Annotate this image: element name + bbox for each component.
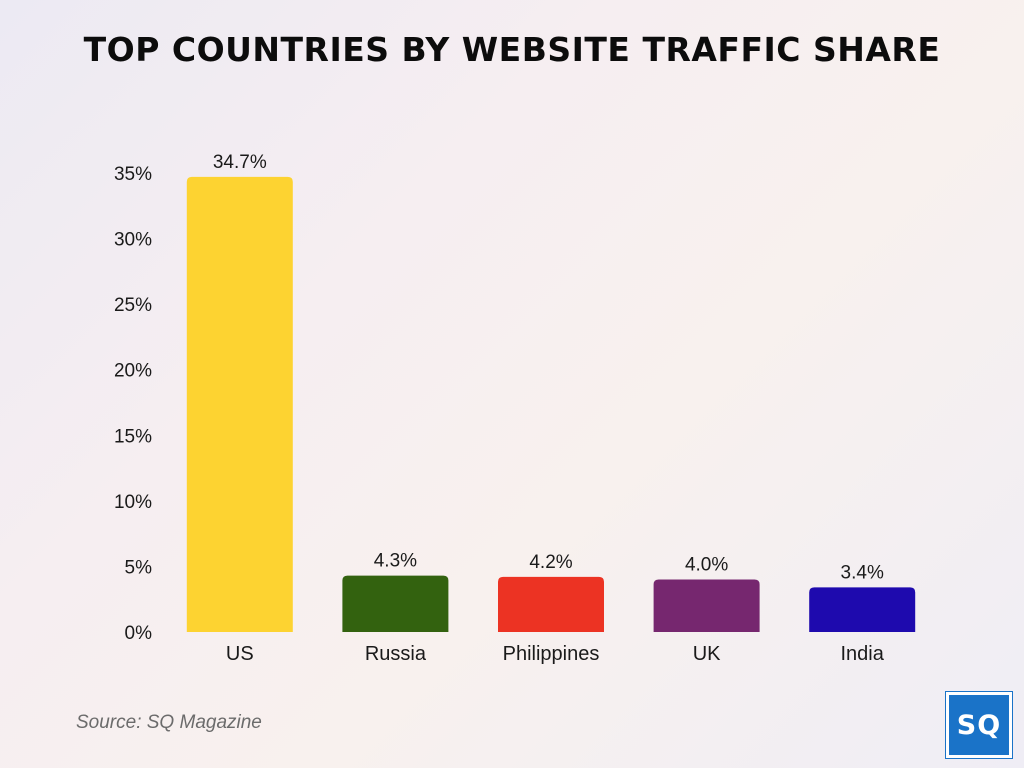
y-tick-label: 35%	[114, 164, 152, 185]
sq-logo: SQ	[945, 691, 1013, 759]
bar	[498, 576, 604, 632]
y-tick-label: 25%	[114, 295, 152, 316]
source-note: Source: SQ Magazine	[76, 712, 262, 733]
x-tick-label: US	[226, 643, 254, 665]
bar-value-label: 4.0%	[685, 555, 728, 576]
x-tick-label: UK	[693, 643, 721, 665]
y-tick-label: 10%	[114, 492, 152, 513]
y-tick-label: 30%	[114, 230, 152, 251]
x-tick-label: Philippines	[503, 643, 600, 665]
bar-value-label: 34.7%	[213, 152, 267, 173]
bar	[653, 579, 760, 632]
bar-value-label: 3.4%	[841, 562, 884, 583]
y-tick-label: 0%	[125, 623, 153, 644]
bar	[186, 176, 293, 633]
bar	[342, 575, 449, 632]
bar-value-label: 4.2%	[529, 552, 572, 573]
x-tick-label: India	[841, 643, 885, 665]
x-tick-label: Russia	[365, 643, 427, 665]
bar-value-label: 4.3%	[374, 551, 417, 572]
y-tick-label: 20%	[114, 361, 152, 382]
logo-text: SQ	[956, 709, 1002, 741]
chart-title: TOP COUNTRIES BY WEBSITE TRAFFIC SHARE	[83, 30, 941, 69]
y-tick-label: 15%	[114, 426, 152, 447]
y-tick-label: 5%	[125, 557, 153, 578]
bar	[809, 587, 916, 632]
